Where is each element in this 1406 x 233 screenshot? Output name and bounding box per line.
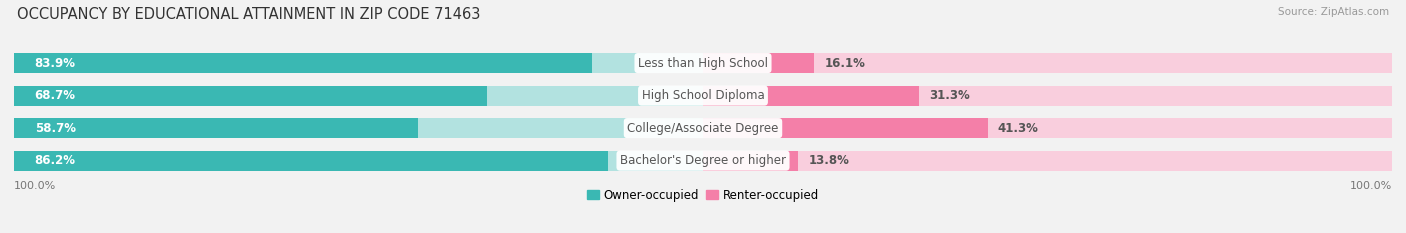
Bar — [703, 86, 918, 106]
Text: 100.0%: 100.0% — [1350, 181, 1392, 191]
Text: Bachelor's Degree or higher: Bachelor's Degree or higher — [620, 154, 786, 167]
Text: 86.2%: 86.2% — [35, 154, 76, 167]
Bar — [703, 53, 814, 73]
Bar — [14, 118, 703, 138]
Bar — [14, 53, 703, 73]
Text: High School Diploma: High School Diploma — [641, 89, 765, 102]
Bar — [14, 151, 703, 171]
Bar — [14, 118, 419, 138]
Text: 100.0%: 100.0% — [14, 181, 56, 191]
Text: 68.7%: 68.7% — [35, 89, 76, 102]
Bar — [14, 53, 592, 73]
Bar — [703, 151, 799, 171]
Text: OCCUPANCY BY EDUCATIONAL ATTAINMENT IN ZIP CODE 71463: OCCUPANCY BY EDUCATIONAL ATTAINMENT IN Z… — [17, 7, 481, 22]
Bar — [703, 86, 1392, 106]
Text: 83.9%: 83.9% — [35, 57, 76, 70]
Bar — [703, 118, 1392, 138]
Text: College/Associate Degree: College/Associate Degree — [627, 122, 779, 135]
Text: 41.3%: 41.3% — [998, 122, 1039, 135]
Bar — [14, 151, 607, 171]
Bar — [703, 118, 987, 138]
Text: 58.7%: 58.7% — [35, 122, 76, 135]
Bar — [14, 86, 488, 106]
Text: 13.8%: 13.8% — [808, 154, 849, 167]
Legend: Owner-occupied, Renter-occupied: Owner-occupied, Renter-occupied — [582, 184, 824, 207]
Bar — [703, 151, 1392, 171]
Bar — [14, 86, 703, 106]
Bar — [703, 53, 1392, 73]
Text: 16.1%: 16.1% — [824, 57, 865, 70]
Text: 31.3%: 31.3% — [929, 89, 970, 102]
Text: Source: ZipAtlas.com: Source: ZipAtlas.com — [1278, 7, 1389, 17]
Text: Less than High School: Less than High School — [638, 57, 768, 70]
